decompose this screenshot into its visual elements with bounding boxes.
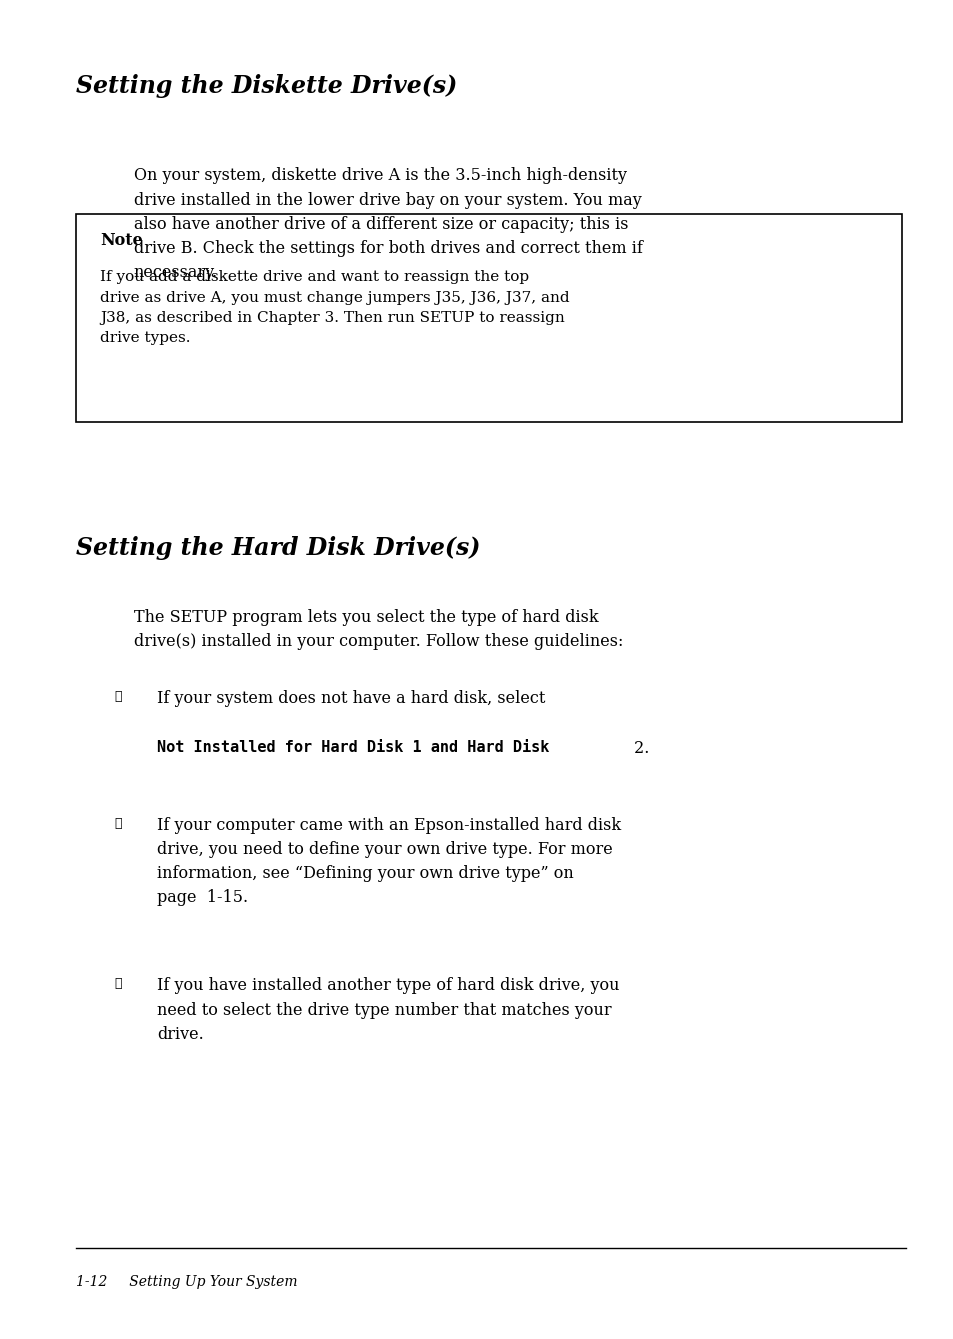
Text: 2.: 2. [629,740,649,758]
Text: ❏: ❏ [114,690,122,703]
Text: If you add a diskette drive and want to reassign the top
drive as drive A, you m: If you add a diskette drive and want to … [100,270,569,344]
Text: ❏: ❏ [114,977,122,991]
Text: The SETUP program lets you select the type of hard disk
drive(s) installed in yo: The SETUP program lets you select the ty… [133,609,622,651]
Text: Setting the Diskette Drive(s): Setting the Diskette Drive(s) [76,74,457,98]
Text: Not Installed for Hard Disk 1 and Hard Disk: Not Installed for Hard Disk 1 and Hard D… [157,740,549,755]
Text: ❏: ❏ [114,817,122,830]
Text: If your computer came with an Epson-installed hard disk
drive, you need to defin: If your computer came with an Epson-inst… [157,817,621,907]
Text: 1-12     Setting Up Your System: 1-12 Setting Up Your System [76,1275,297,1288]
Text: If you have installed another type of hard disk drive, you
need to select the dr: If you have installed another type of ha… [157,977,619,1043]
FancyBboxPatch shape [76,214,901,422]
Text: Note: Note [100,232,143,249]
Text: If your system does not have a hard disk, select: If your system does not have a hard disk… [157,690,545,707]
Text: Setting the Hard Disk Drive(s): Setting the Hard Disk Drive(s) [76,536,480,560]
Text: On your system, diskette drive A is the 3.5-inch high-density
drive installed in: On your system, diskette drive A is the … [133,167,641,281]
